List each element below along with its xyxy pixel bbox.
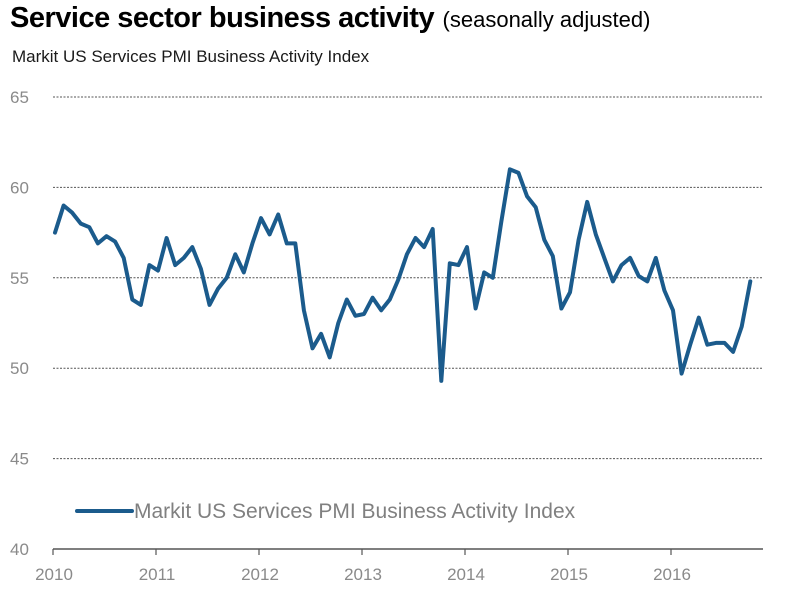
x-tick-label: 2015 xyxy=(550,565,588,584)
legend-label: Markit US Services PMI Business Activity… xyxy=(134,500,576,523)
legend: Markit US Services PMI Business Activity… xyxy=(75,500,576,523)
y-tick-label: 45 xyxy=(10,450,29,469)
y-tick-label: 60 xyxy=(10,178,29,197)
gridlines xyxy=(53,96,763,460)
y-tick-label: 50 xyxy=(10,359,29,378)
y-axis-ticks: 65 60 55 50 45 40 xyxy=(10,88,29,559)
chart-title-row: Service sector business activity (season… xyxy=(10,2,650,35)
y-tick-label: 55 xyxy=(10,269,29,288)
series-line-0 xyxy=(53,167,753,383)
y-tick-label: 65 xyxy=(10,88,29,107)
chart-subtitle: Markit US Services PMI Business Activity… xyxy=(12,47,370,66)
chart-title-note: (seasonally adjusted) xyxy=(442,7,651,32)
x-tick-label: 2012 xyxy=(241,565,279,584)
x-tick-label: 2014 xyxy=(447,565,485,584)
x-tick-label: 2016 xyxy=(653,565,691,584)
x-tick-label: 2010 xyxy=(35,565,73,584)
chart-title: Service sector business activity xyxy=(10,2,435,34)
x-tick-label: 2013 xyxy=(344,565,382,584)
series-group xyxy=(53,167,753,383)
y-tick-label: 40 xyxy=(10,540,29,559)
x-tick-label: 2011 xyxy=(139,565,176,584)
x-axis: 2010 2011 2012 2013 2014 2015 2016 xyxy=(35,548,763,584)
